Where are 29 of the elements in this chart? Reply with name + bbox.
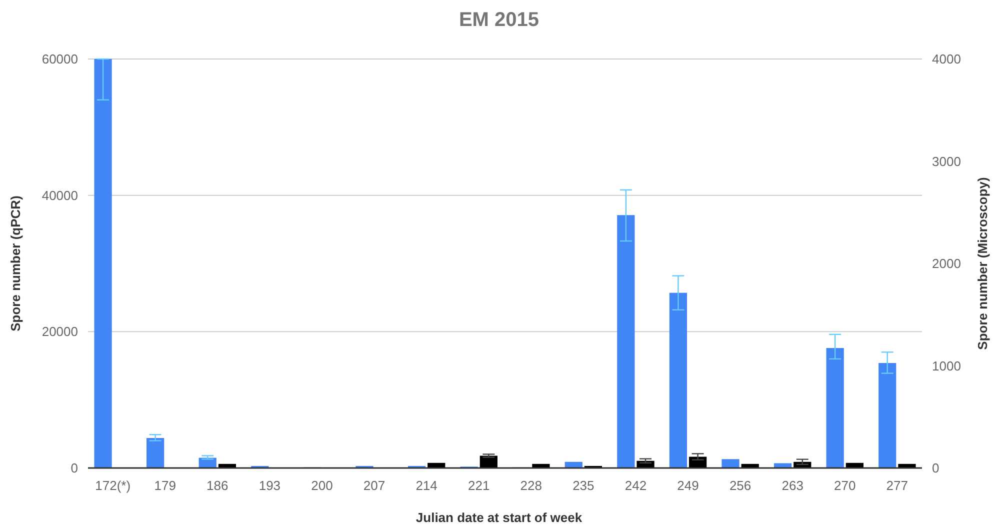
x-tick-label: 221	[468, 478, 490, 493]
y2-tick-label: 1000	[932, 358, 961, 374]
y2-axis-title: Spore number (Microscopy)	[975, 177, 990, 350]
x-tick-label: 242	[624, 478, 647, 493]
y-tick-label: 0	[70, 460, 78, 476]
x-tick-label: 263	[782, 478, 804, 493]
x-tick-label: 256	[729, 478, 752, 493]
x-tick-label: 179	[154, 478, 176, 493]
y-axis-title: Spore number (qPCR)	[8, 196, 23, 332]
y-tick-label: 40000	[42, 188, 78, 203]
x-tick-label: 270	[834, 478, 856, 493]
x-tick-label: 228	[520, 478, 542, 493]
y-tick-label: 20000	[42, 324, 78, 340]
x-tick-label: 249	[677, 478, 699, 493]
x-axis-title: Julian date at start of week	[416, 510, 583, 525]
x-tick-label: 235	[572, 478, 594, 493]
y2-tick-label: 0	[932, 460, 940, 476]
x-tick-label: 214	[416, 478, 438, 493]
x-tick-label: 277	[886, 478, 908, 493]
x-tick-label: 200	[311, 478, 333, 493]
x-tick-label: 186	[206, 478, 228, 493]
chart-title: EM 2015	[458, 9, 540, 31]
y2-tick-label: 4000	[932, 52, 961, 67]
y-tick-label: 60000	[42, 52, 78, 67]
x-tick-label: 193	[258, 478, 281, 493]
x-tick-label: 207	[363, 478, 386, 493]
y2-tick-label: 3000	[932, 154, 961, 169]
y2-tick-label: 2000	[932, 256, 961, 272]
x-tick-label: 172(*)	[95, 478, 131, 493]
